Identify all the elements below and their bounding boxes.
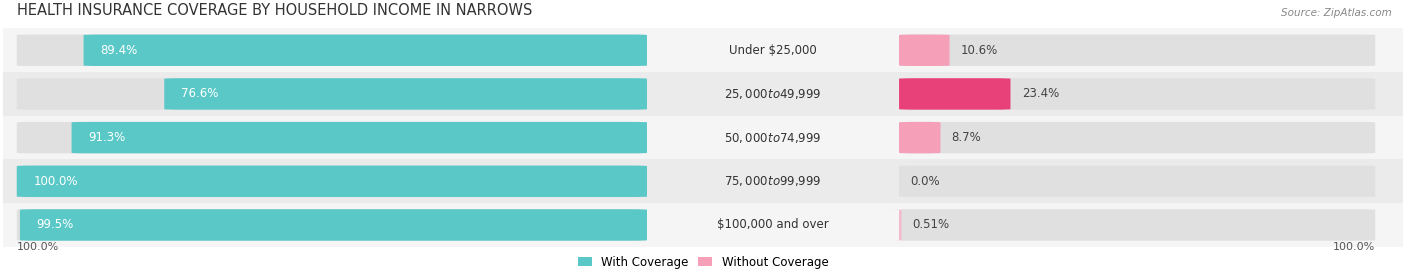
FancyBboxPatch shape — [17, 166, 647, 197]
FancyBboxPatch shape — [898, 78, 1011, 110]
Text: $100,000 and over: $100,000 and over — [717, 218, 830, 232]
FancyBboxPatch shape — [17, 122, 647, 153]
Text: 23.4%: 23.4% — [1022, 87, 1059, 100]
Text: 99.5%: 99.5% — [37, 218, 75, 232]
Text: 0.0%: 0.0% — [910, 175, 939, 188]
Text: Under $25,000: Under $25,000 — [730, 44, 817, 57]
FancyBboxPatch shape — [898, 209, 1375, 241]
Text: HEALTH INSURANCE COVERAGE BY HOUSEHOLD INCOME IN NARROWS: HEALTH INSURANCE COVERAGE BY HOUSEHOLD I… — [17, 2, 531, 17]
Text: 76.6%: 76.6% — [181, 87, 218, 100]
FancyBboxPatch shape — [17, 34, 647, 66]
Text: 100.0%: 100.0% — [1333, 242, 1375, 252]
FancyBboxPatch shape — [72, 122, 647, 153]
FancyBboxPatch shape — [884, 209, 915, 241]
Legend: With Coverage, Without Coverage: With Coverage, Without Coverage — [578, 256, 828, 268]
FancyBboxPatch shape — [898, 34, 949, 66]
Text: $75,000 to $99,999: $75,000 to $99,999 — [724, 174, 821, 188]
FancyBboxPatch shape — [83, 34, 647, 66]
FancyBboxPatch shape — [898, 122, 1375, 153]
FancyBboxPatch shape — [3, 29, 1403, 72]
Text: 10.6%: 10.6% — [960, 44, 998, 57]
FancyBboxPatch shape — [17, 78, 647, 110]
FancyBboxPatch shape — [20, 209, 647, 241]
FancyBboxPatch shape — [165, 78, 647, 110]
FancyBboxPatch shape — [3, 72, 1403, 116]
Text: 100.0%: 100.0% — [17, 242, 59, 252]
Text: $50,000 to $74,999: $50,000 to $74,999 — [724, 131, 821, 145]
FancyBboxPatch shape — [3, 116, 1403, 160]
Text: $25,000 to $49,999: $25,000 to $49,999 — [724, 87, 821, 101]
Text: 0.51%: 0.51% — [912, 218, 950, 232]
Text: 91.3%: 91.3% — [89, 131, 125, 144]
FancyBboxPatch shape — [3, 203, 1403, 247]
Text: 100.0%: 100.0% — [34, 175, 79, 188]
Text: 8.7%: 8.7% — [952, 131, 981, 144]
FancyBboxPatch shape — [898, 78, 1375, 110]
FancyBboxPatch shape — [898, 122, 941, 153]
FancyBboxPatch shape — [898, 34, 1375, 66]
FancyBboxPatch shape — [3, 160, 1403, 203]
FancyBboxPatch shape — [17, 209, 647, 241]
Text: 89.4%: 89.4% — [100, 44, 138, 57]
FancyBboxPatch shape — [17, 166, 647, 197]
FancyBboxPatch shape — [898, 166, 1375, 197]
Text: Source: ZipAtlas.com: Source: ZipAtlas.com — [1281, 8, 1392, 18]
